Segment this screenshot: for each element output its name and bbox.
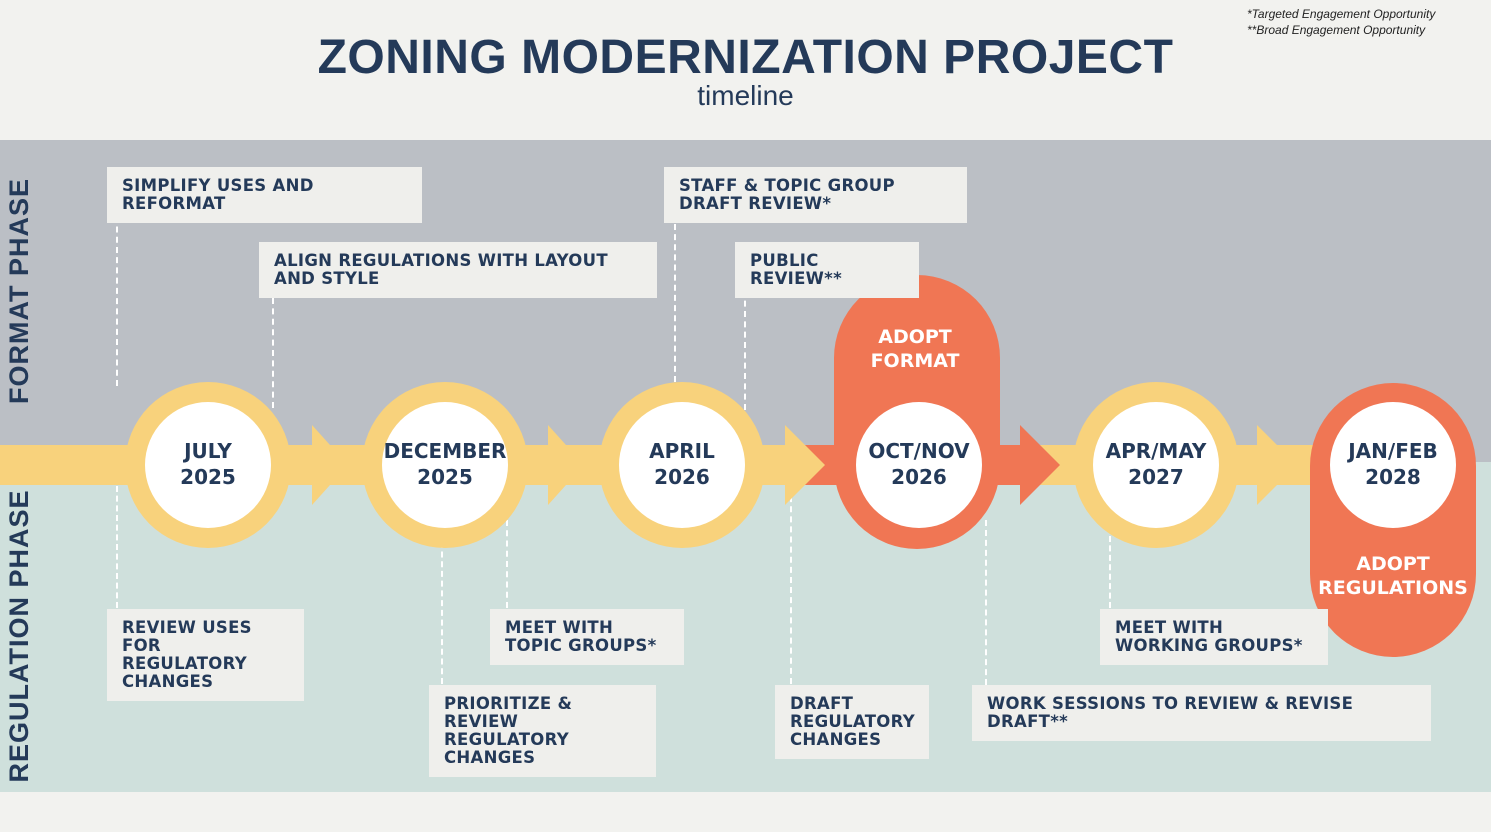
milestone-month: APR/MAY [1106, 439, 1207, 463]
milestone-year: 2026 [654, 465, 710, 489]
connector-line [985, 520, 987, 685]
regulation-task-box: MEET WITH TOPIC GROUPS* [490, 609, 684, 665]
connector-line [116, 206, 118, 386]
connector-line [674, 224, 676, 382]
milestone-circle [1330, 402, 1456, 528]
timeline-arrow [548, 425, 584, 505]
timeline-arrow [312, 425, 348, 505]
connector-line [116, 486, 118, 608]
milestone-circle [145, 402, 271, 528]
connector-line [441, 532, 443, 684]
adopt-regulations-label: ADOPT [1356, 553, 1430, 575]
milestone-circle [382, 402, 508, 528]
regulation-task-box: WORK SESSIONS TO REVIEW & REVISE DRAFT** [972, 685, 1431, 741]
milestone-year: 2028 [1365, 465, 1421, 489]
milestone-month: JULY [182, 439, 232, 463]
milestone-year: 2027 [1128, 465, 1184, 489]
legend-notes: *Targeted Engagement Opportunity **Broad… [1247, 6, 1435, 38]
regulation-task-box: REVIEW USES FOR REGULATORY CHANGES [107, 609, 304, 701]
milestone-month: DECEMBER [384, 439, 507, 463]
regulation-task-box: PRIORITIZE & REVIEW REGULATORY CHANGES [429, 685, 656, 777]
timeline-arrow [785, 425, 825, 505]
timeline-arrow [1020, 425, 1060, 505]
note-broad: **Broad Engagement Opportunity [1247, 23, 1426, 37]
connector-line [1109, 536, 1111, 608]
page-title: ZONING MODERNIZATION PROJECT [317, 31, 1174, 84]
regulation-task-box: DRAFT REGULATORY CHANGES [775, 685, 929, 759]
adopt-format-label: FORMAT [871, 350, 960, 372]
timeline-arrow [1257, 425, 1297, 505]
connector-line [744, 280, 746, 410]
milestone-year: 2025 [417, 465, 473, 489]
adopt-regulations-label: REGULATIONS [1318, 577, 1468, 599]
milestone-year: 2025 [180, 465, 236, 489]
milestone-year: 2026 [891, 465, 947, 489]
format-task-box: PUBLIC REVIEW** [735, 242, 919, 298]
format-task-box: ALIGN REGULATIONS WITH LAYOUT AND STYLE [259, 242, 657, 298]
format-task-box: SIMPLIFY USES AND REFORMAT [107, 167, 422, 223]
note-targeted: *Targeted Engagement Opportunity [1247, 7, 1436, 21]
milestone-circle [619, 402, 745, 528]
page-subtitle: timeline [697, 80, 794, 111]
adopt-format-label: ADOPT [878, 326, 952, 348]
milestone-month: OCT/NOV [868, 439, 970, 463]
regulation-task-box: MEET WITH WORKING GROUPS* [1100, 609, 1328, 665]
milestone-month: APRIL [649, 439, 715, 463]
milestone-month: JAN/FEB [1346, 439, 1438, 463]
milestone-circle [856, 402, 982, 528]
milestone-circle [1093, 402, 1219, 528]
connector-line [506, 520, 508, 608]
format-task-box: STAFF & TOPIC GROUP DRAFT REVIEW* [664, 167, 967, 223]
connector-line [272, 298, 274, 408]
connector-line [790, 486, 792, 684]
